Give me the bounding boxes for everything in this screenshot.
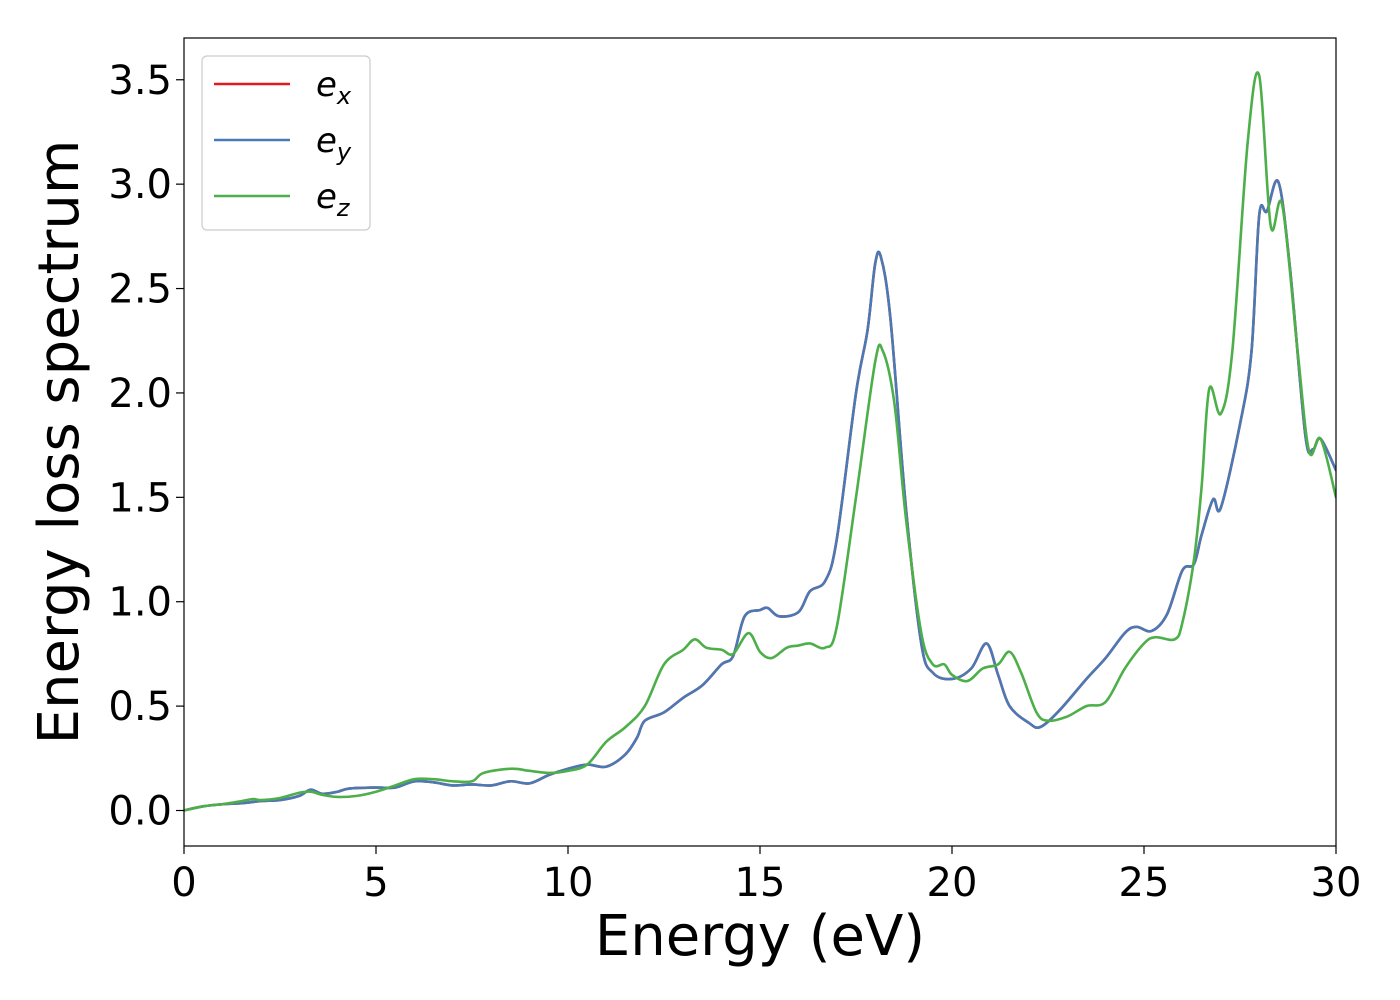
y-tick-label: 2.0 [108, 371, 172, 417]
series-line-e-y [184, 179, 1336, 812]
x-tick-label: 15 [735, 860, 786, 906]
y-tick-label: 1.5 [108, 475, 172, 521]
x-tick-label: 20 [927, 860, 978, 906]
y-tick-label: 0.0 [108, 789, 172, 835]
series-line-e-z [184, 71, 1336, 812]
x-tick-label: 30 [1311, 860, 1362, 906]
x-axis-label: Energy (eV) [595, 904, 925, 969]
series-layer [184, 71, 1336, 812]
x-tick-label: 0 [171, 860, 196, 906]
y-tick-label: 3.0 [108, 162, 172, 208]
x-tick-label: 5 [363, 860, 388, 906]
y-tick-label: 2.5 [108, 267, 172, 313]
y-axis-label: Energy loss spectrum [27, 140, 92, 745]
x-tick-label: 10 [543, 860, 594, 906]
y-tick-label: 3.5 [108, 58, 172, 104]
x-tick-label: 25 [1119, 860, 1170, 906]
y-tick-label: 0.5 [108, 684, 172, 730]
y-tick-label: 1.0 [108, 580, 172, 626]
legend-box [201, 55, 371, 231]
x-axis: 0 5 10 15 20 25 30 [171, 846, 1361, 906]
y-axis: 0.0 0.5 1.0 1.5 2.0 2.5 3.0 3.5 [108, 58, 184, 835]
